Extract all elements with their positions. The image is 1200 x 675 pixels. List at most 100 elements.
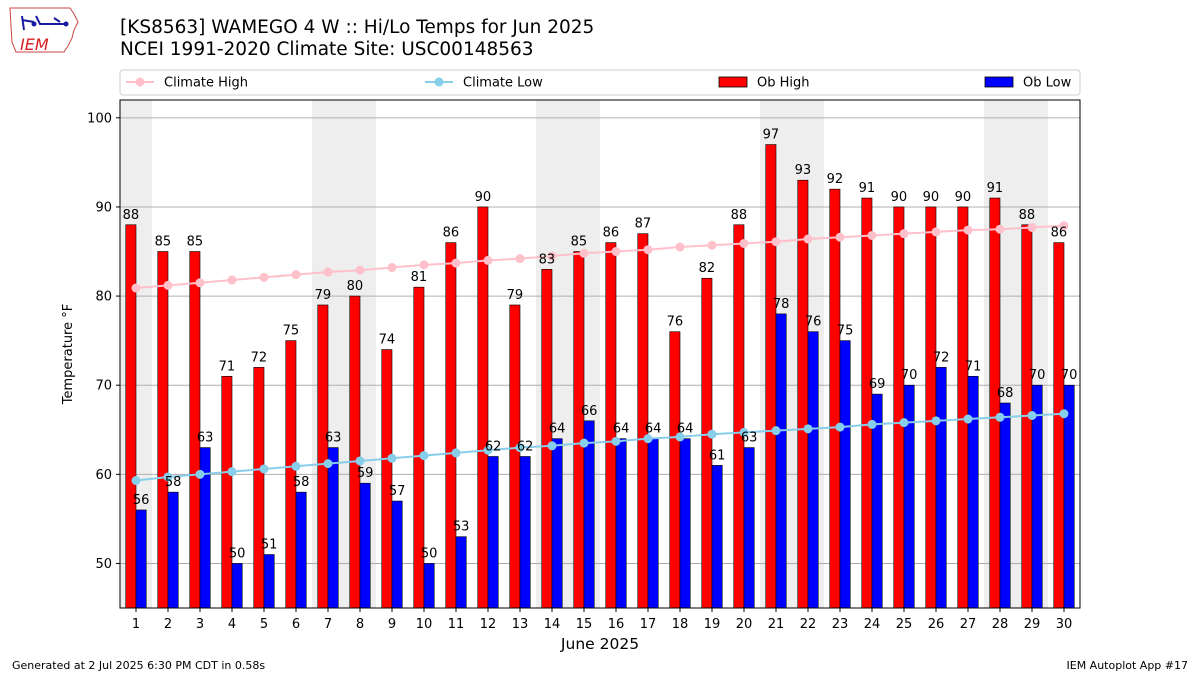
ob-low-bar-18 xyxy=(679,438,691,609)
ob-high-label-10: 81 xyxy=(411,270,428,285)
climate-high-point-23 xyxy=(835,232,845,242)
ob-low-label-17: 64 xyxy=(645,422,662,437)
climate-high-point-1 xyxy=(131,283,141,293)
ob-high-label-20: 88 xyxy=(731,208,748,223)
climate-low-point-15 xyxy=(579,438,589,448)
ob-low-label-4: 50 xyxy=(229,546,246,561)
ob-low-bar-12 xyxy=(487,456,499,609)
ob-high-bar-11 xyxy=(445,242,457,609)
ob-low-label-21: 78 xyxy=(773,297,790,312)
xtick-label-2: 2 xyxy=(164,617,172,632)
ob-high-label-26: 90 xyxy=(923,190,940,205)
ob-low-label-7: 63 xyxy=(325,431,342,446)
ob-high-label-25: 90 xyxy=(891,190,908,205)
legend: Climate High Climate Low Ob High Ob Low xyxy=(119,69,1081,96)
climate-high-point-13 xyxy=(515,254,525,264)
xtick-label-26: 26 xyxy=(928,617,945,632)
xtick-label-25: 25 xyxy=(896,617,913,632)
climate-high-point-6 xyxy=(291,270,301,280)
climate-low-point-16 xyxy=(611,436,621,446)
ob-high-bar-21 xyxy=(765,144,777,609)
climate-high-line xyxy=(135,224,1065,290)
ob-low-bar-11 xyxy=(455,536,467,609)
xtick-label-10: 10 xyxy=(416,617,433,632)
ob-high-bar-30 xyxy=(1053,242,1065,609)
y-axis-label: Temperature °F xyxy=(61,304,76,405)
climate-low-point-11 xyxy=(451,448,461,458)
ob-high-bar-4 xyxy=(221,375,233,609)
climate-low-point-4 xyxy=(227,467,237,477)
ob-low-bar-28 xyxy=(999,402,1011,609)
ob-high-bar-14 xyxy=(541,269,553,609)
climate-low-point-25 xyxy=(899,418,909,428)
xtick-label-1: 1 xyxy=(132,617,140,632)
climate-low-point-8 xyxy=(355,456,365,466)
xtick-label-14: 14 xyxy=(544,617,561,632)
ob-high-legend-swatch xyxy=(718,76,748,88)
climate-high-point-27 xyxy=(963,225,973,235)
climate-low-line xyxy=(135,412,1065,482)
ob-high-bar-19 xyxy=(701,277,713,609)
ob-low-label-13: 62 xyxy=(517,439,534,454)
ob-low-label-28: 68 xyxy=(997,386,1014,401)
climate-low-point-3 xyxy=(195,469,205,479)
climate-high-point-5 xyxy=(259,272,269,282)
ob-high-label-5: 72 xyxy=(251,350,268,365)
xtick-label-30: 30 xyxy=(1056,617,1073,632)
ob-high-label-27: 90 xyxy=(955,190,972,205)
ob-low-bar-17 xyxy=(647,438,659,609)
climate-high-point-26 xyxy=(931,227,941,237)
ob-low-bar-6 xyxy=(295,491,307,609)
grid-lines xyxy=(120,117,1080,564)
ob-low-label-22: 76 xyxy=(805,315,822,330)
ob-low-bar-5 xyxy=(263,554,275,609)
climate-low-point-6 xyxy=(291,461,301,471)
ob-high-label-21: 97 xyxy=(763,128,780,143)
climate-low-point-5 xyxy=(259,464,269,474)
climate-high-point-14 xyxy=(547,251,557,261)
climate-high-point-24 xyxy=(867,230,877,240)
xtick-label-3: 3 xyxy=(196,617,204,632)
ob-high-label-22: 93 xyxy=(795,163,812,178)
climate-high-point-9 xyxy=(387,263,397,273)
ob-high-bar-7 xyxy=(317,304,329,609)
ob-low-bar-2 xyxy=(167,491,179,609)
ob-high-bar-24 xyxy=(861,197,873,609)
ytick-label-50: 50 xyxy=(95,557,112,572)
iem-logo: IEM xyxy=(9,7,79,54)
ob-low-label-23: 75 xyxy=(837,324,854,339)
climate-high-point-28 xyxy=(995,224,1005,234)
ob-high-bar-20 xyxy=(733,224,745,609)
ob-high-label-1: 88 xyxy=(123,208,140,223)
ob-high-label-17: 87 xyxy=(635,217,652,232)
xtick-label-11: 11 xyxy=(448,617,465,632)
climate-low-point-2 xyxy=(163,472,173,482)
climate-high-point-7 xyxy=(323,267,333,277)
climate-low-point-7 xyxy=(323,459,333,469)
xtick-label-23: 23 xyxy=(832,617,849,632)
ob-low-label-6: 58 xyxy=(293,475,310,490)
ob-high-bar-27 xyxy=(957,206,969,609)
climate-low-point-28 xyxy=(995,412,1005,422)
climate-low-point-1 xyxy=(131,476,141,486)
climate-low-point-24 xyxy=(867,419,877,429)
climate-low-point-23 xyxy=(835,422,845,432)
xtick-label-28: 28 xyxy=(992,617,1009,632)
climate-low-point-9 xyxy=(387,453,397,463)
xtick-label-19: 19 xyxy=(704,617,721,632)
climate-low-point-30 xyxy=(1059,409,1069,419)
ob-high-label-7: 79 xyxy=(315,288,332,303)
ob-high-label-14: 83 xyxy=(539,252,556,267)
climate-high-point-16 xyxy=(611,247,621,257)
ob-low-label-10: 50 xyxy=(421,546,438,561)
ob-low-bar-14 xyxy=(551,438,563,609)
climate-low-point-20 xyxy=(739,427,749,437)
climate-low-point-14 xyxy=(547,441,557,451)
ob-low-bar-21 xyxy=(775,313,787,609)
climate-low-point-27 xyxy=(963,414,973,424)
ob-low-label-14: 64 xyxy=(549,422,566,437)
ob-low-bar-7 xyxy=(327,447,339,609)
xtick-label-8: 8 xyxy=(356,617,364,632)
